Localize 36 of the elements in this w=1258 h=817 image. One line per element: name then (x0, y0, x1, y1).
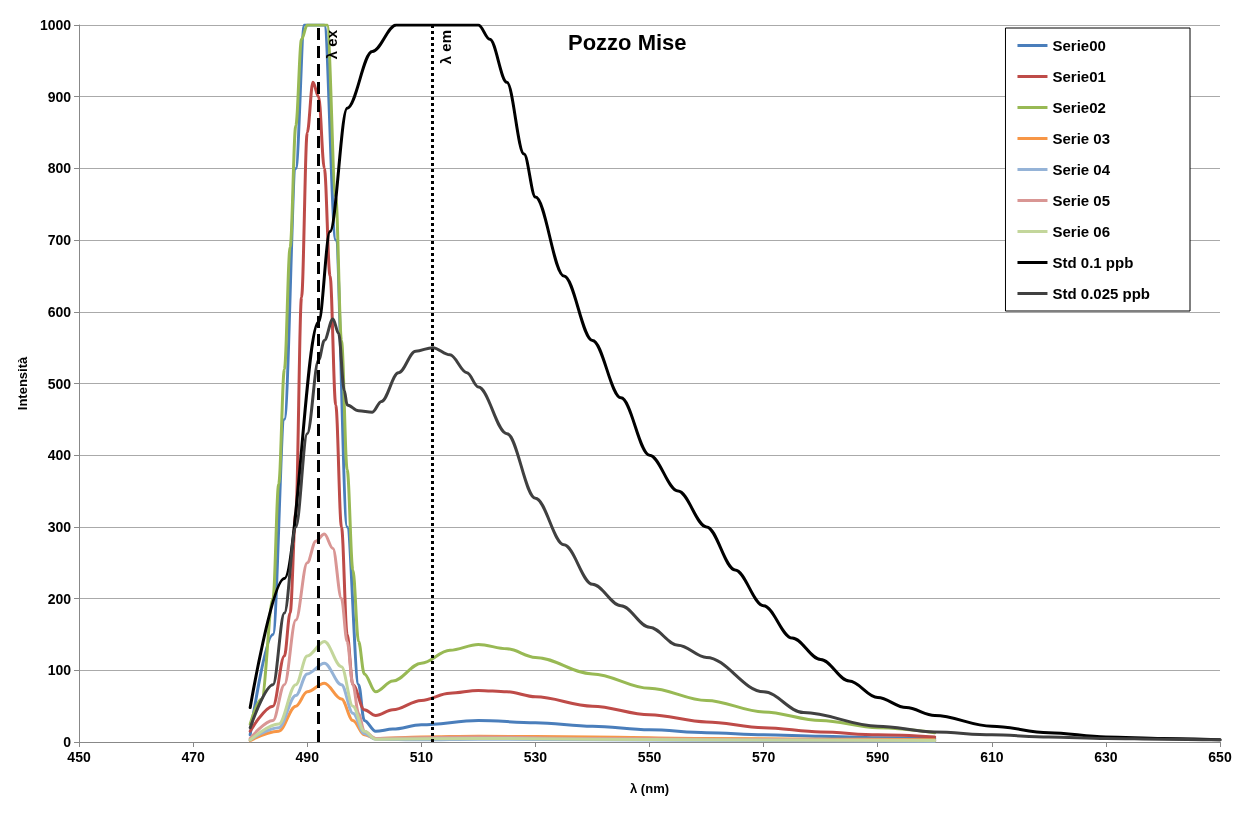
x-tick-label: 630 (1094, 749, 1118, 765)
x-axis-title: λ (nm) (630, 781, 670, 796)
y-tick-label: 600 (47, 303, 72, 320)
y-tick-label: 800 (47, 160, 72, 177)
x-tick-label: 530 (523, 749, 548, 765)
x-tick-label: 610 (980, 749, 1004, 765)
y-tick-label: 0 (63, 734, 72, 750)
x-tick-label: 450 (67, 749, 91, 765)
y-tick-label: 700 (47, 232, 72, 249)
x-tick-label: 510 (409, 749, 434, 765)
x-tick-label: 470 (181, 749, 206, 765)
ref-line-label: λ ex (322, 29, 340, 60)
legend-label: Serie 06 (1052, 223, 1111, 240)
x-tick-label: 570 (751, 749, 776, 765)
chart-title: Pozzo Mise (568, 29, 687, 55)
legend-label: Serie 05 (1052, 192, 1111, 209)
y-tick-label: 900 (47, 88, 72, 105)
x-tick-label: 550 (637, 749, 662, 765)
y-axis-title: Intensità (15, 356, 30, 411)
legend-label: Serie 04 (1052, 161, 1111, 178)
legend-label: Serie02 (1052, 99, 1106, 116)
legend-label: Std 0.1 ppb (1052, 254, 1134, 271)
y-tick-label: 100 (47, 662, 72, 679)
legend-label: Serie01 (1052, 68, 1106, 85)
y-tick-label: 1000 (39, 17, 72, 33)
legend-label: Std 0.025 ppb (1052, 285, 1151, 302)
x-tick-label: 490 (295, 749, 320, 765)
y-tick-label: 500 (47, 375, 72, 392)
ref-line-label: λ em (436, 30, 454, 65)
x-tick-label: 590 (866, 749, 890, 765)
legend-label: Serie 03 (1052, 130, 1111, 147)
y-tick-label: 300 (47, 518, 72, 535)
y-tick-label: 200 (47, 590, 72, 607)
legend-label: Serie00 (1052, 37, 1106, 54)
y-tick-label: 400 (47, 447, 72, 464)
x-tick-label: 650 (1208, 749, 1232, 765)
